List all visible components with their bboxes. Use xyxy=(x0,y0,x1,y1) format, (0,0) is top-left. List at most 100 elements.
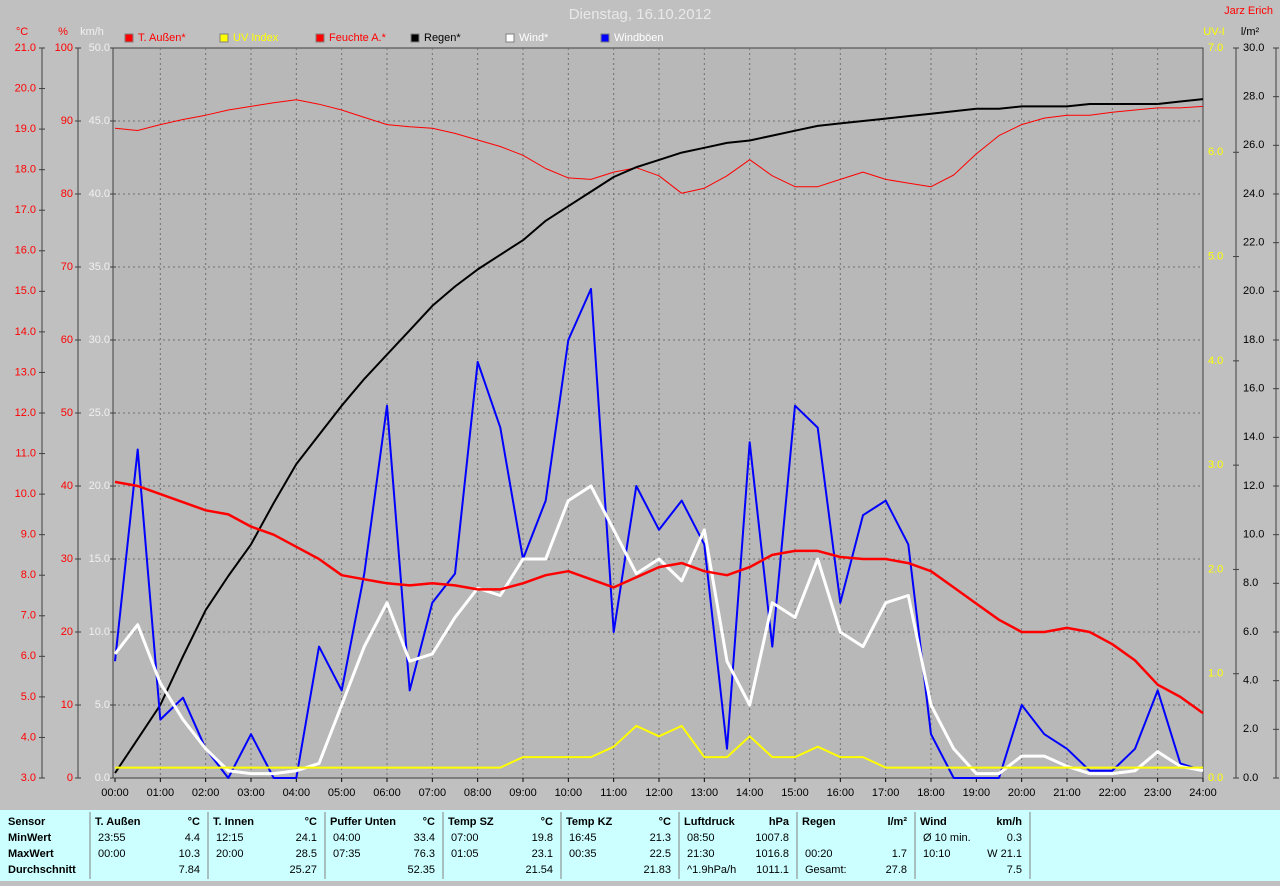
group-unit: hPa xyxy=(769,816,790,828)
y-tick-label: 10.0 xyxy=(15,488,36,500)
y-tick-label: 12.0 xyxy=(15,407,36,419)
legend-swatch xyxy=(219,33,229,43)
x-tick-label: 19:00 xyxy=(963,787,991,799)
y-tick-label: 50 xyxy=(61,407,73,419)
cell-value: 10.3 xyxy=(179,848,200,860)
cell-time: 08:50 xyxy=(687,832,715,844)
x-tick-label: 22:00 xyxy=(1099,787,1127,799)
x-tick-label: 12:00 xyxy=(645,787,673,799)
y-tick-label: 7.0 xyxy=(21,610,36,622)
y-tick-label: 9.0 xyxy=(21,529,36,541)
group-name: Luftdruck xyxy=(684,816,736,828)
group-name: Temp SZ xyxy=(448,816,494,828)
series-line xyxy=(115,724,1203,769)
stats-table-bg xyxy=(0,810,1280,881)
y-tick-label: 26.0 xyxy=(1243,139,1264,151)
legend-label: T. Außen* xyxy=(138,32,186,44)
x-tick-label: 04:00 xyxy=(283,787,311,799)
y-tick-label: 28.0 xyxy=(1243,91,1264,103)
cell-value: 22.5 xyxy=(650,848,671,860)
group-name: T. Außen xyxy=(95,816,141,828)
group-name: Puffer Unten xyxy=(330,816,396,828)
y-tick-label: 20.0 xyxy=(89,480,110,492)
y-tick-label: 4.0 xyxy=(1208,355,1223,367)
axis-title: UV-I xyxy=(1203,26,1224,38)
y-tick-label: 80 xyxy=(61,188,73,200)
y-tick-label: 6.0 xyxy=(1243,626,1258,638)
series-line xyxy=(114,99,1204,194)
series-line xyxy=(114,98,1204,774)
author: Jarz Erich xyxy=(1224,5,1273,17)
cell-time: 07:35 xyxy=(333,848,361,860)
y-tick-label: 19.0 xyxy=(15,123,36,135)
y-tick-label: 18.0 xyxy=(1243,334,1264,346)
y-tick-label: 0.0 xyxy=(1208,772,1223,784)
cell-value: 1007.8 xyxy=(755,832,789,844)
y-tick-label: 1.0 xyxy=(1208,668,1223,680)
cell-value: 28.5 xyxy=(296,848,317,860)
x-tick-label: 14:00 xyxy=(736,787,764,799)
legend-swatch xyxy=(124,33,134,43)
cell-value: 7.5 xyxy=(1007,864,1022,876)
cell-value: 23.1 xyxy=(532,848,553,860)
legend-swatch xyxy=(410,33,420,43)
y-tick-label: 2.0 xyxy=(1208,563,1223,575)
y-tick-label: 10.0 xyxy=(1243,529,1264,541)
cell-time: 10:10 xyxy=(923,848,951,860)
group-unit: °C xyxy=(541,816,553,828)
x-tick-label: 18:00 xyxy=(917,787,945,799)
cell-time: 07:00 xyxy=(451,832,479,844)
x-tick-label: 10:00 xyxy=(555,787,583,799)
x-tick-label: 13:00 xyxy=(691,787,719,799)
legend-swatch xyxy=(505,33,515,43)
series-line xyxy=(114,287,1204,779)
y-tick-label: 15.0 xyxy=(89,553,110,565)
y-tick-label: 5.0 xyxy=(21,691,36,703)
y-tick-label: 25.0 xyxy=(89,407,110,419)
legend-label: Wind* xyxy=(519,32,549,44)
y-tick-label: 15.0 xyxy=(15,285,36,297)
y-tick-label: 70 xyxy=(61,261,73,273)
group-unit: °C xyxy=(659,816,671,828)
y-tick-label: 16.0 xyxy=(1243,383,1264,395)
y-tick-label: 30.0 xyxy=(1243,42,1264,54)
y-tick-label: 13.0 xyxy=(15,366,36,378)
x-tick-label: 05:00 xyxy=(328,787,356,799)
group-name: Wind xyxy=(920,816,947,828)
legend-swatch xyxy=(315,33,325,43)
y-tick-label: 4.0 xyxy=(21,731,36,743)
cell-time: Ø 10 min. xyxy=(923,832,971,844)
cell-value: 25.27 xyxy=(289,864,317,876)
y-tick-label: 90 xyxy=(61,115,73,127)
cell-value: 52.35 xyxy=(407,864,435,876)
legend-label: Windböen xyxy=(614,32,664,44)
cell-value: 1011.1 xyxy=(756,864,789,876)
cell-value: 1.7 xyxy=(892,848,907,860)
y-tick-label: 40 xyxy=(61,480,73,492)
y-tick-label: 14.0 xyxy=(15,326,36,338)
y-tick-label: 20 xyxy=(61,626,73,638)
y-tick-label: 11.0 xyxy=(15,447,36,459)
y-tick-label: 60 xyxy=(61,334,73,346)
cell-value: 19.8 xyxy=(532,832,553,844)
series-line xyxy=(113,484,1204,776)
y-tick-label: 10.0 xyxy=(89,626,110,638)
y-tick-label: 6.0 xyxy=(1208,146,1223,158)
x-tick-label: 11:00 xyxy=(600,787,627,799)
cell-value: 24.1 xyxy=(296,832,317,844)
row-label: MinWert xyxy=(8,832,52,844)
cell-time: Gesamt: xyxy=(805,864,847,876)
legend-label: UV Index xyxy=(233,32,279,44)
row-label: Durchschnitt xyxy=(8,864,76,876)
cell-time: 23:55 xyxy=(98,832,126,844)
y-tick-label: 0.0 xyxy=(1243,772,1258,784)
cell-value: 21.54 xyxy=(525,864,553,876)
y-tick-label: 18.0 xyxy=(15,164,36,176)
y-tick-label: 5.0 xyxy=(95,699,110,711)
y-tick-label: 2.0 xyxy=(1243,723,1258,735)
y-tick-label: 17.0 xyxy=(15,204,36,216)
legend-label: Feuchte A.* xyxy=(329,32,387,44)
y-tick-label: 5.0 xyxy=(1208,250,1223,262)
axis-title: % xyxy=(58,26,68,38)
